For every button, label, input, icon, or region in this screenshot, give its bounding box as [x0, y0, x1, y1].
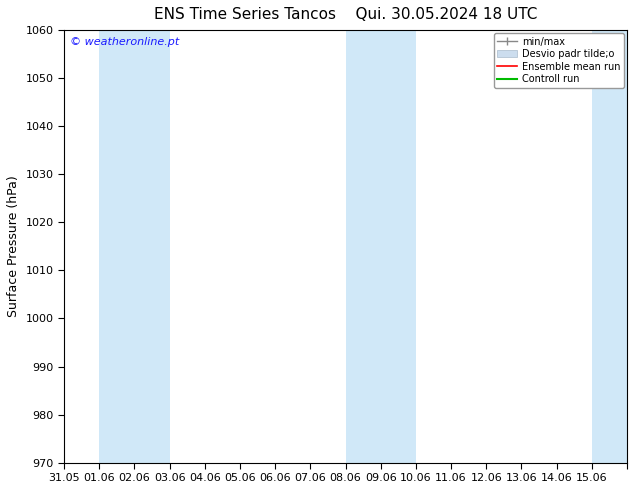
Y-axis label: Surface Pressure (hPa): Surface Pressure (hPa) [7, 175, 20, 317]
Bar [100, 30, 170, 463]
Text: © weatheronline.pt: © weatheronline.pt [70, 37, 179, 47]
Legend: min/max, Desvio padr tilde;o, Ensemble mean run, Controll run: min/max, Desvio padr tilde;o, Ensemble m… [493, 33, 624, 88]
Bar [592, 30, 627, 463]
Title: ENS Time Series Tancos    Qui. 30.05.2024 18 UTC: ENS Time Series Tancos Qui. 30.05.2024 1… [154, 7, 537, 22]
Bar [346, 30, 416, 463]
